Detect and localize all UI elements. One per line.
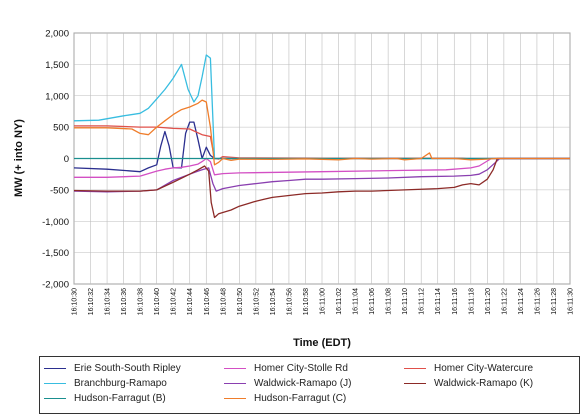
y-axis-title: MW (+ into NY) bbox=[13, 119, 25, 197]
x-tick-label: 16:10:42 bbox=[171, 288, 178, 315]
x-tick-label: 16:11:08 bbox=[386, 288, 393, 315]
legend-swatch bbox=[404, 383, 426, 384]
legend-swatch bbox=[44, 398, 66, 399]
legend-label: Hudson-Farragut (C) bbox=[254, 393, 347, 404]
x-tick-label: 16:10:32 bbox=[88, 288, 95, 315]
x-tick-label: 16:10:46 bbox=[204, 288, 211, 315]
x-tick-label: 16:10:52 bbox=[253, 288, 260, 315]
legend-label: Homer City-Stolle Rd bbox=[254, 363, 348, 374]
legend-item: Waldwick-Ramapo (K) bbox=[404, 376, 584, 391]
x-tick-label: 16:10:58 bbox=[303, 288, 310, 315]
x-tick-label: 16:10:34 bbox=[105, 288, 112, 315]
x-tick-label: 16:11:28 bbox=[551, 288, 558, 315]
x-tick-label: 16:11:26 bbox=[534, 288, 541, 315]
legend-item: Erie South-South Ripley bbox=[44, 361, 224, 376]
x-tick-label: 16:10:54 bbox=[270, 288, 277, 315]
legend-swatch bbox=[224, 383, 246, 384]
x-tick-label: 16:10:50 bbox=[237, 288, 244, 315]
y-tick-label: -2,000 bbox=[42, 280, 69, 291]
series-line-hudson-farragut-c bbox=[74, 99, 570, 166]
x-tick-label: 16:10:30 bbox=[72, 288, 79, 315]
x-tick-label: 16:10:56 bbox=[286, 288, 293, 315]
x-tick-label: 16:10:36 bbox=[121, 288, 128, 315]
legend-label: Waldwick-Ramapo (K) bbox=[434, 378, 534, 389]
legend-label: Erie South-South Ripley bbox=[74, 363, 181, 374]
legend-label: Waldwick-Ramapo (J) bbox=[254, 378, 352, 389]
legend-swatch bbox=[44, 368, 66, 369]
y-tick-label: -1,500 bbox=[42, 248, 69, 259]
x-tick-label: 16:11:12 bbox=[419, 288, 426, 315]
x-tick-label: 16:11:14 bbox=[435, 288, 442, 315]
series-line-branchburg-ramapo bbox=[73, 54, 570, 160]
x-tick-label: 16:11:20 bbox=[485, 288, 492, 315]
legend-swatch bbox=[404, 368, 426, 369]
legend-swatch bbox=[224, 368, 246, 369]
x-tick-label: 16:11:04 bbox=[353, 288, 360, 315]
y-tick-label: 1,000 bbox=[45, 91, 69, 102]
legend-item: Waldwick-Ramapo (J) bbox=[224, 376, 404, 391]
x-tick-label: 16:11:02 bbox=[336, 288, 343, 315]
legend: Erie South-South Ripley Homer City-Stolle… bbox=[39, 356, 580, 414]
legend-swatch bbox=[224, 398, 246, 399]
y-tick-label: -1,000 bbox=[42, 217, 69, 228]
series-line-waldwick-ramapo-k bbox=[73, 157, 570, 219]
x-tick-label: 16:10:40 bbox=[154, 288, 161, 315]
legend-label: Branchburg-Ramapo bbox=[74, 378, 167, 389]
series-lines bbox=[73, 54, 570, 219]
line-chart: 2,000 1,500 1,000 500 0 -500 -1,000 -1,500 -2,00… bbox=[13, 29, 575, 350]
y-tick-label: 0 bbox=[64, 154, 69, 165]
y-tick-label: 500 bbox=[53, 123, 69, 134]
x-tick-label: 16:11:18 bbox=[468, 288, 475, 315]
legend-item: Branchburg-Ramapo bbox=[44, 376, 224, 391]
legend-item: Hudson-Farragut (C) bbox=[224, 391, 404, 406]
x-tick-label: 16:11:00 bbox=[320, 288, 327, 315]
x-tick-label: 16:10:44 bbox=[187, 288, 194, 315]
y-axis-ticks: 2,000 1,500 1,000 500 0 -500 -1,000 -1,500 -2,00… bbox=[42, 29, 69, 291]
x-tick-label: 16:10:48 bbox=[220, 288, 227, 315]
x-tick-label: 16:11:16 bbox=[452, 288, 459, 315]
legend-label: Homer City-Watercure bbox=[434, 363, 534, 374]
x-tick-label: 16:11:30 bbox=[568, 288, 575, 315]
x-axis-title: Time (EDT) bbox=[293, 337, 351, 349]
x-axis-ticks: 16:10:30 16:10:32 16:10:34 16:10:36 16:10:38… bbox=[72, 288, 575, 315]
x-tick-label: 16:11:22 bbox=[501, 288, 508, 315]
legend-item: Homer City-Stolle Rd bbox=[224, 361, 404, 376]
x-tick-label: 16:11:10 bbox=[402, 288, 409, 315]
x-tick-label: 16:11:24 bbox=[518, 288, 525, 315]
series-line-homer-city-stolle-rd bbox=[74, 157, 570, 178]
y-tick-label: 2,000 bbox=[45, 29, 69, 40]
y-tick-label: -500 bbox=[50, 185, 69, 196]
legend-swatch bbox=[44, 383, 66, 384]
legend-item: Hudson-Farragut (B) bbox=[44, 391, 224, 406]
x-tick-label: 16:11:06 bbox=[369, 288, 376, 315]
x-tick-label: 16:10:38 bbox=[138, 288, 145, 315]
series-line-waldwick-ramapo-j bbox=[73, 157, 570, 193]
legend-label: Hudson-Farragut (B) bbox=[74, 393, 166, 404]
legend-item: Homer City-Watercure bbox=[404, 361, 584, 376]
y-tick-label: 1,500 bbox=[45, 60, 69, 71]
